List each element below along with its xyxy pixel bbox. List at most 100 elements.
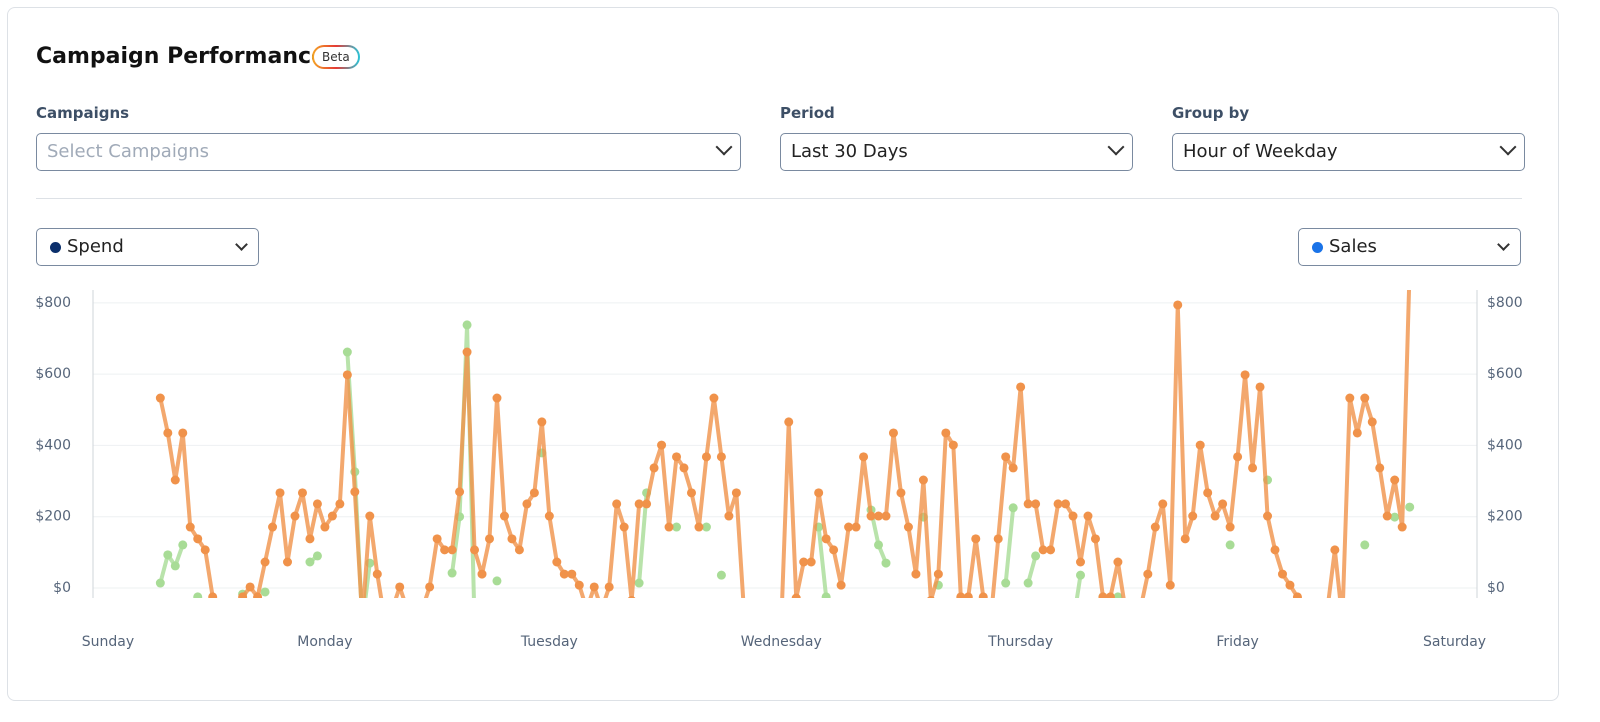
data-point — [1165, 580, 1175, 590]
data-point — [701, 522, 711, 532]
data-point — [484, 534, 494, 544]
data-point — [1308, 626, 1317, 635]
data-point — [514, 545, 524, 555]
data-point — [253, 592, 263, 598]
data-point — [305, 534, 315, 544]
data-point — [1113, 592, 1123, 598]
data-point — [1300, 605, 1309, 614]
data-point — [305, 557, 315, 567]
data-point — [604, 582, 614, 592]
data-point — [522, 499, 532, 509]
data-point — [342, 370, 352, 380]
data-point — [686, 488, 696, 498]
data-point — [672, 452, 682, 462]
data-point — [216, 626, 225, 635]
data-point — [1076, 570, 1086, 580]
data-point — [701, 452, 711, 462]
data-point — [418, 605, 427, 614]
left-metric-select[interactable]: Spend — [36, 228, 259, 266]
data-point — [1105, 592, 1115, 598]
data-point — [1397, 522, 1407, 532]
data-point — [1375, 463, 1385, 473]
campaigns-select[interactable]: Select Campaigns — [36, 133, 741, 171]
data-point — [851, 522, 861, 532]
data-point — [874, 511, 884, 521]
data-point — [888, 428, 898, 438]
data-point — [1315, 626, 1324, 635]
data-point — [1180, 534, 1190, 544]
data-point — [170, 475, 180, 485]
data-point — [1001, 578, 1011, 588]
data-point — [462, 320, 472, 330]
data-point — [1031, 551, 1041, 561]
data-point — [821, 592, 831, 598]
group-select[interactable]: Hour of Weekday — [1172, 133, 1525, 171]
y2-tick-label: $400 — [1487, 437, 1523, 453]
data-point — [1069, 619, 1078, 628]
data-point — [664, 522, 674, 532]
data-point — [492, 393, 502, 403]
data-point — [1367, 417, 1377, 427]
data-point — [372, 569, 382, 579]
data-point — [881, 511, 891, 521]
data-point — [1068, 511, 1078, 521]
data-point — [933, 569, 943, 579]
data-point — [1292, 592, 1302, 598]
data-point — [223, 637, 232, 646]
data-point — [731, 488, 741, 498]
data-point — [395, 582, 405, 592]
data-point — [1390, 475, 1400, 485]
data-point — [178, 428, 188, 438]
data-point — [1090, 534, 1100, 544]
period-select[interactable]: Last 30 Days — [780, 133, 1133, 171]
y-tick-label: $600 — [35, 366, 71, 382]
data-point — [694, 522, 704, 532]
data-point — [155, 578, 165, 588]
x-tick-label: Thursday — [987, 634, 1053, 650]
data-point — [903, 522, 913, 532]
data-point — [193, 592, 203, 598]
data-point — [1360, 393, 1370, 403]
data-point — [799, 557, 809, 567]
data-point — [627, 595, 636, 598]
data-point — [1098, 592, 1108, 598]
data-point — [993, 534, 1003, 544]
data-point — [260, 587, 270, 597]
data-point — [470, 619, 479, 628]
data-point — [829, 545, 839, 555]
data-point — [297, 488, 307, 498]
data-point — [619, 522, 629, 532]
data-point — [312, 551, 322, 561]
data-point — [312, 499, 322, 509]
data-point — [963, 592, 973, 598]
data-point — [1150, 522, 1160, 532]
data-point — [425, 582, 435, 592]
data-point — [1405, 263, 1414, 272]
data-point — [1405, 502, 1415, 512]
data-point — [447, 568, 457, 578]
data-point — [320, 522, 330, 532]
data-point — [440, 545, 450, 555]
data-point — [260, 557, 270, 567]
right-metric-select[interactable]: Sales — [1298, 228, 1521, 266]
data-point — [567, 569, 577, 579]
data-point — [874, 540, 884, 550]
field-label: Campaigns — [36, 104, 130, 122]
x-tick-label: Wednesday — [741, 634, 822, 650]
data-point — [335, 499, 345, 509]
data-point — [716, 452, 726, 462]
data-point — [342, 347, 352, 357]
data-point — [1285, 580, 1295, 590]
data-point — [657, 440, 667, 450]
data-point — [821, 534, 831, 544]
data-point — [432, 534, 442, 544]
data-point — [634, 499, 644, 509]
x-tick-label: Monday — [297, 634, 352, 650]
data-point — [1136, 605, 1145, 614]
data-point — [290, 511, 300, 521]
y2-tick-label: $600 — [1487, 366, 1523, 382]
data-point — [1083, 511, 1093, 521]
series-line — [158, 290, 1412, 598]
select-value: Last 30 Days — [791, 141, 908, 162]
data-point — [574, 580, 584, 590]
